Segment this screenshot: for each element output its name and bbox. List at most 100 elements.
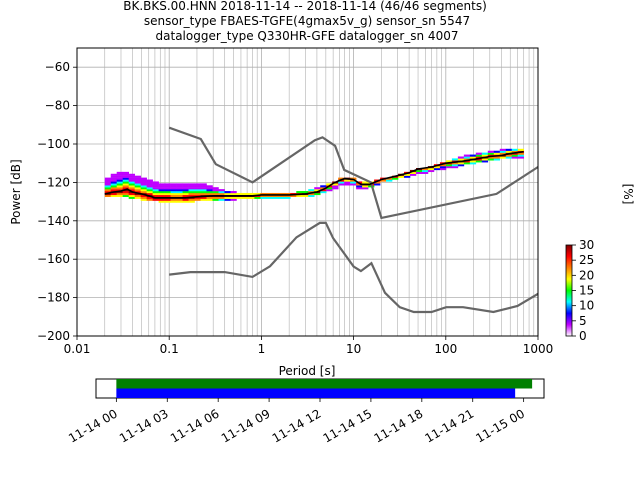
psd-cell [164, 198, 171, 201]
psd-cell [463, 154, 471, 157]
psd-cell [104, 177, 112, 180]
psd-cell [194, 192, 201, 196]
psd-cell [212, 196, 219, 199]
psd-cell [475, 154, 483, 157]
colorbar-tick-label: 0 [579, 329, 587, 343]
availability-tick-label: 11-14 15 [321, 406, 375, 445]
psd-cell [116, 191, 124, 194]
psd-cell [122, 187, 129, 190]
psd-cell [146, 187, 153, 190]
y-tick-label: −60 [45, 60, 70, 74]
psd-cell [128, 189, 135, 192]
x-tick-label: 1 [258, 342, 266, 356]
x-tick-label: 0.1 [160, 342, 179, 356]
psd-cell [200, 187, 207, 190]
psd-cell [104, 191, 112, 194]
psd-cell [164, 183, 171, 186]
x-axis-label: Period [s] [279, 364, 336, 378]
psd-cell [122, 175, 129, 178]
psd-cell [188, 200, 195, 203]
psd-cell [194, 189, 201, 192]
psd-cell [224, 198, 231, 201]
availability-tick-label: 11-14 09 [219, 406, 273, 445]
colorbar-tick-label: 25 [579, 253, 594, 267]
psd-cell [158, 187, 165, 190]
psd-cell [457, 164, 465, 167]
psd-cell [332, 183, 339, 186]
psd-cell [200, 198, 207, 201]
psd-cell [248, 192, 255, 196]
psd-cell [194, 198, 201, 201]
psd-cell [188, 191, 195, 194]
psd-cell [320, 187, 327, 190]
psd-cell [415, 169, 423, 173]
psd-cell [122, 179, 129, 182]
psd-cell [469, 162, 477, 165]
psd-cell [134, 183, 141, 186]
psd-cell [260, 196, 267, 199]
psd-cell [272, 196, 279, 199]
noise-model-lower-line [169, 221, 538, 314]
psd-cell [116, 185, 124, 188]
psd-cell [332, 185, 339, 188]
psd-cell [170, 200, 177, 203]
psd-cell [356, 183, 363, 186]
psd-cell [392, 177, 399, 180]
psd-cell [230, 192, 237, 196]
psd-cell [206, 185, 213, 188]
y-tick-label: −160 [37, 252, 70, 266]
psd-cell [439, 166, 447, 169]
psd-cell [457, 158, 465, 161]
psd-cell [128, 185, 135, 188]
psd-cell [380, 179, 387, 182]
psd-cell [386, 177, 393, 180]
psd-cell [152, 192, 159, 196]
psd-cell [200, 189, 207, 192]
psd-cell [116, 179, 124, 182]
psd-cell [176, 194, 183, 197]
psd-cell [308, 189, 315, 192]
psd-cell [140, 177, 147, 180]
psd-cell [104, 179, 112, 182]
psd-cell [182, 198, 189, 201]
psd-cell [200, 196, 207, 199]
psd-cell [445, 166, 453, 169]
psd-cell [212, 189, 219, 192]
psd-cell [128, 183, 135, 186]
psd-cell [206, 196, 213, 199]
psd-plot-frame [76, 47, 539, 337]
psd-cell [182, 192, 189, 196]
y-tick-label: −180 [37, 291, 70, 305]
psd-cell [266, 194, 273, 197]
psd-cell [134, 175, 141, 178]
psd-cell [409, 173, 417, 176]
availability-tick-label: 11-14 03 [117, 406, 171, 445]
colorbar-tick-label: 15 [579, 284, 594, 298]
x-axis-ticks: 0.01 0.1 1 10 100 1000 [64, 336, 553, 356]
y-tick-label: −200 [37, 329, 70, 343]
psd-cell [152, 191, 159, 194]
psd-cell [511, 154, 519, 157]
psd-cell [146, 189, 153, 192]
psd-cell [182, 189, 189, 192]
psd-cell [152, 187, 159, 190]
psd-cell [409, 171, 417, 174]
psd-cell [134, 194, 141, 197]
psd-cell [140, 198, 147, 201]
psd-cell [487, 156, 495, 159]
psd-cell [140, 179, 147, 182]
psd-cell [206, 191, 213, 194]
psd-cell [493, 156, 501, 159]
psd-cell [152, 198, 159, 201]
psd-cell [236, 192, 243, 196]
psd-cell [433, 168, 441, 171]
psd-cell [517, 152, 525, 155]
psd-cell [110, 179, 118, 182]
psd-cell [266, 196, 273, 199]
psd-cell [122, 173, 129, 176]
psd-cell [140, 191, 147, 194]
psd-cell [128, 173, 135, 176]
availability-tick-label: 11-14 00 [66, 406, 120, 445]
psd-cell [128, 196, 135, 199]
